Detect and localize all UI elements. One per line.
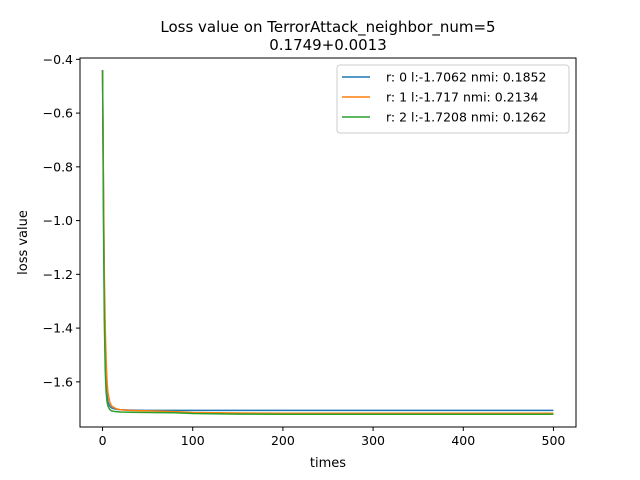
series-line-2 <box>101 70 554 416</box>
y-tick-label: −1.0 <box>43 213 73 228</box>
legend-label-0: r: 0 l:-1.7062 nmi: 0.1852 <box>386 70 546 85</box>
legend-label-1: r: 1 l:-1.717 nmi: 0.2134 <box>386 90 539 105</box>
x-tick-label: 400 <box>451 433 475 448</box>
x-tick-label: 200 <box>271 433 295 448</box>
y-tick-label: −0.4 <box>43 52 73 67</box>
x-axis-ticks: 0 100 200 300 400 500 <box>99 427 566 448</box>
x-axis-label: times <box>310 456 346 471</box>
y-axis-ticks: −0.4 −0.6 −0.8 −1.0 −1.2 −1.4 −1.6 <box>43 52 80 389</box>
chart-title-line1: Loss value on TerrorAttack_neighbor_num=… <box>160 18 495 37</box>
x-tick-label: 0 <box>99 433 107 448</box>
x-tick-label: 100 <box>181 433 205 448</box>
y-tick-label: −0.6 <box>43 106 73 121</box>
y-tick-label: −0.8 <box>43 159 73 174</box>
legend: r: 0 l:-1.7062 nmi: 0.1852 r: 1 l:-1.717 … <box>336 64 570 134</box>
y-tick-label: −1.6 <box>43 374 73 389</box>
y-tick-label: −1.2 <box>43 267 73 282</box>
chart-title-line2: 0.1749+0.0013 <box>269 36 387 54</box>
y-tick-label: −1.4 <box>43 321 73 336</box>
legend-label-2: r: 2 l:-1.7208 nmi: 0.1262 <box>386 110 546 125</box>
x-tick-label: 500 <box>542 433 566 448</box>
legend-frame <box>336 64 570 134</box>
x-tick-label: 300 <box>361 433 385 448</box>
axes-frame <box>79 57 577 428</box>
y-axis-label: loss value <box>16 210 31 275</box>
series-layer <box>101 70 554 416</box>
series-line-1 <box>101 70 554 415</box>
